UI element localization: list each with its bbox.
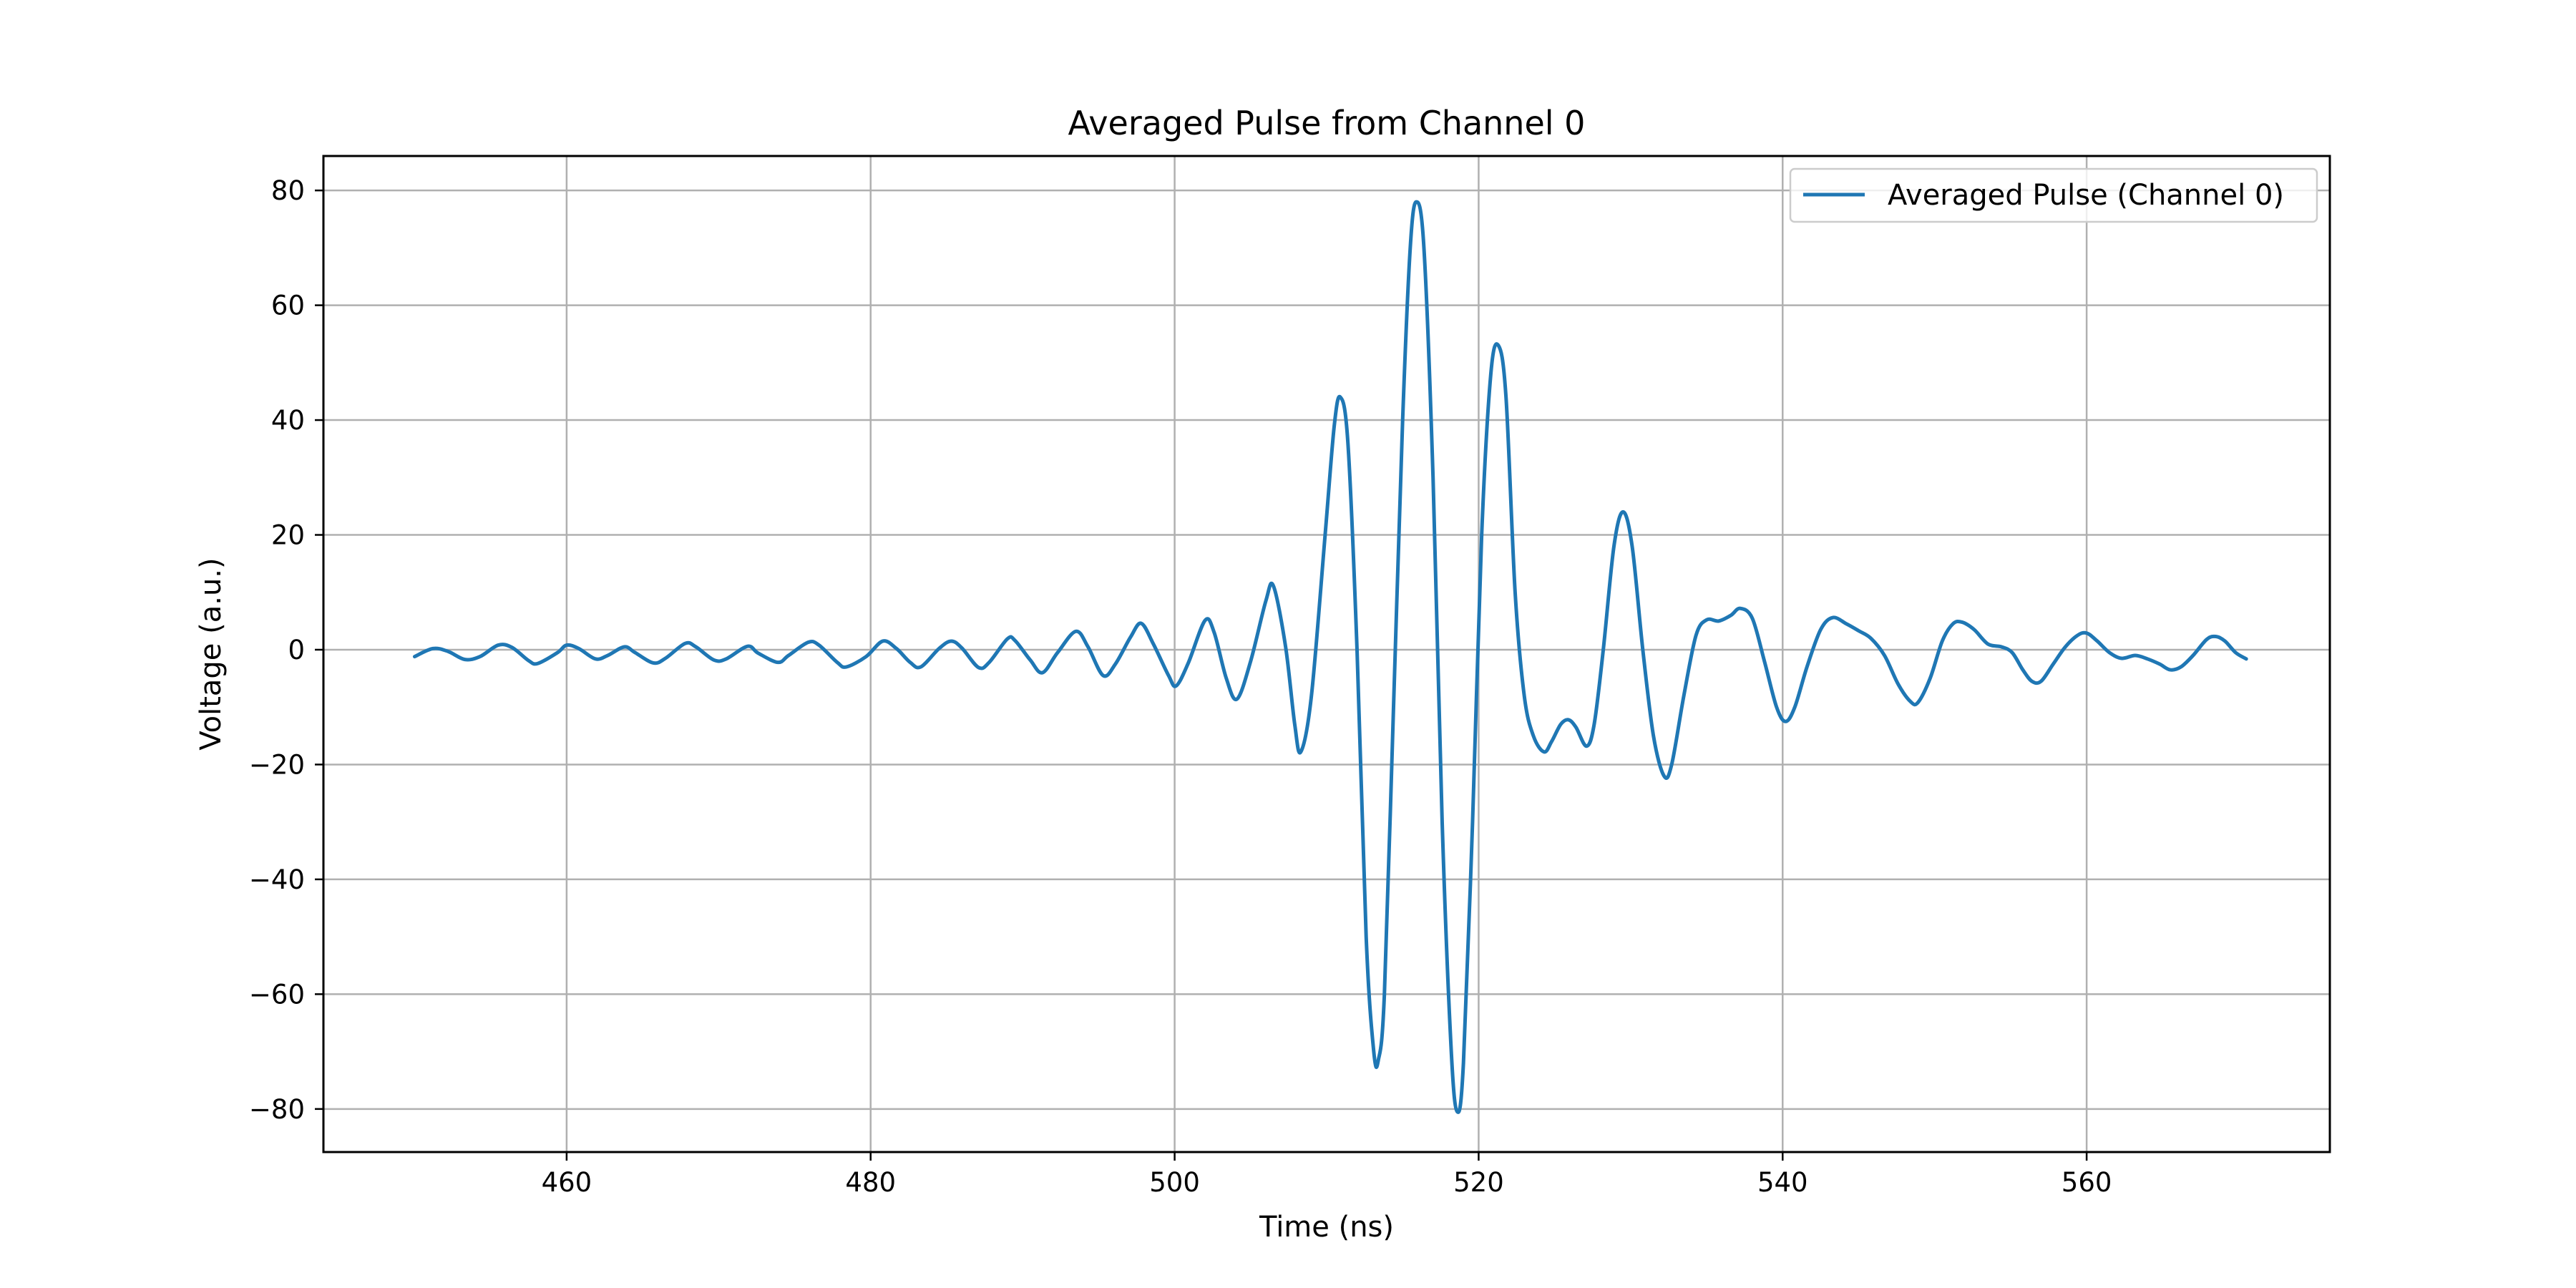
chart-title: Averaged Pulse from Channel 0 bbox=[1068, 104, 1586, 142]
x-axis: 460 480 500 520 540 560 bbox=[542, 1152, 2112, 1198]
y-tick-label: 60 bbox=[271, 291, 305, 321]
y-tick-label: −80 bbox=[249, 1094, 305, 1125]
x-tick-label: 540 bbox=[1757, 1167, 1808, 1198]
grid bbox=[323, 156, 2330, 1152]
x-tick-label: 500 bbox=[1149, 1167, 1200, 1198]
series-line bbox=[412, 200, 2248, 1114]
x-tick-label: 460 bbox=[542, 1167, 592, 1198]
legend-label: Averaged Pulse (Channel 0) bbox=[1888, 179, 2284, 212]
series-layer bbox=[412, 200, 2248, 1114]
y-tick-label: 20 bbox=[271, 520, 305, 551]
x-tick-label: 560 bbox=[2062, 1167, 2112, 1198]
x-axis-title: Time (ns) bbox=[1259, 1211, 1394, 1244]
legend-box bbox=[1789, 167, 2318, 223]
plot-frame bbox=[322, 155, 2331, 1153]
x-tick-label: 520 bbox=[1453, 1167, 1504, 1198]
y-tick-label: 0 bbox=[288, 635, 305, 665]
y-tick-label: 80 bbox=[271, 175, 305, 206]
y-axis: −80 −60 −40 −20 0 20 40 60 80 bbox=[249, 175, 323, 1125]
y-axis-title: Voltage (a.u.) bbox=[195, 557, 228, 750]
legend: Averaged Pulse (Channel 0) bbox=[1789, 167, 2318, 223]
y-tick-label: −60 bbox=[249, 979, 305, 1010]
x-tick-label: 480 bbox=[845, 1167, 896, 1198]
y-tick-label: −40 bbox=[249, 864, 305, 895]
y-tick-label: 40 bbox=[271, 405, 305, 436]
y-tick-label: −20 bbox=[249, 749, 305, 780]
